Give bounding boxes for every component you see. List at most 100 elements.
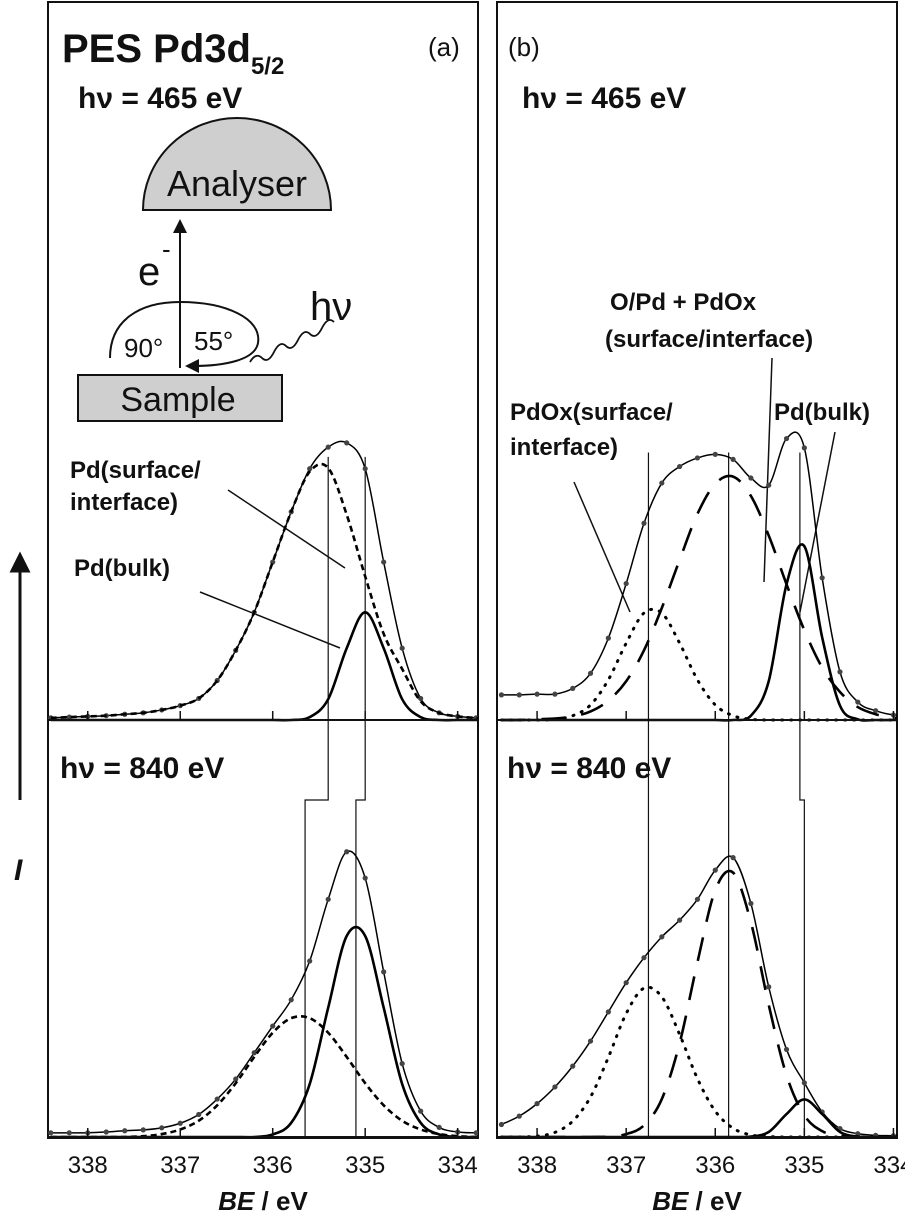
- electron-label: e: [138, 250, 160, 294]
- data-point: [122, 1128, 128, 1134]
- panel-label: (a): [428, 32, 460, 62]
- data-point: [534, 1101, 540, 1107]
- electron-charge: -: [162, 234, 171, 264]
- data-point: [766, 482, 772, 488]
- x-tick-label: 335: [784, 1152, 824, 1179]
- leader-line: [763, 357, 773, 583]
- analyser-shape: [141, 117, 333, 211]
- x-axis-label: BE / eV: [652, 1186, 742, 1216]
- spectrum-curve: [50, 850, 478, 1134]
- analyser-label: Analyser: [167, 163, 307, 204]
- data-point: [855, 699, 861, 705]
- data-point: [587, 670, 594, 676]
- sample-shape: [77, 374, 283, 422]
- data-point: [783, 435, 790, 442]
- data-point: [748, 475, 754, 481]
- data-point: [399, 1061, 405, 1067]
- title-subscript: 5/2: [251, 53, 284, 80]
- x-axis-unit: / eV: [688, 1186, 742, 1216]
- x-tick-label: 336: [695, 1152, 735, 1179]
- data-point: [570, 1063, 576, 1069]
- energy-label: hν = 465 eV: [78, 82, 242, 115]
- peak-line: [355, 720, 366, 1137]
- data-point: [641, 955, 647, 961]
- data-point: [418, 695, 424, 702]
- data-point: [534, 691, 540, 697]
- x-axis-symbol: BE: [218, 1186, 255, 1216]
- annotation: PdOx(surface/: [510, 399, 673, 426]
- data-point: [694, 896, 701, 902]
- data-point: [677, 463, 683, 470]
- leader-line: [573, 481, 631, 613]
- leader-line: [227, 489, 346, 569]
- title-main: PES Pd3d: [62, 27, 251, 71]
- data-point: [381, 969, 387, 975]
- annotation: O/Pd + PdOx: [610, 289, 757, 316]
- spectrum-curve: [501, 543, 897, 722]
- annotation: interface): [70, 489, 178, 516]
- data-point: [837, 669, 843, 675]
- spectrum-curve: [501, 474, 897, 722]
- x-tick-label: 334: [438, 1152, 478, 1179]
- data-point: [498, 1121, 505, 1128]
- data-point: [381, 559, 387, 565]
- leader-line: [799, 431, 836, 613]
- spectrum-curve: [499, 607, 897, 722]
- data-point: [552, 691, 558, 697]
- data-point: [325, 444, 331, 450]
- data-point: [587, 1038, 594, 1044]
- energy-label: hν = 465 eV: [522, 82, 686, 115]
- y-axis-label: I: [14, 854, 23, 887]
- data-point: [196, 1111, 202, 1118]
- data-point: [766, 984, 772, 990]
- data-point: [418, 1108, 424, 1114]
- data-point: [473, 1130, 478, 1136]
- leader-line: [199, 591, 341, 649]
- annotation: Pd(bulk): [74, 555, 170, 582]
- annotation: Pd(bulk): [774, 399, 870, 426]
- spectrum-curve: [50, 610, 478, 722]
- peak-line: [799, 720, 805, 1137]
- data-point: [641, 520, 647, 526]
- data-point: [344, 440, 350, 446]
- spectrum-curve: [499, 985, 897, 1138]
- data-point: [819, 575, 825, 581]
- spectrum-curve: [50, 925, 478, 1138]
- data-point: [801, 1080, 807, 1086]
- angle-arc: [109, 300, 260, 373]
- data-point: [103, 1129, 109, 1135]
- energy-label: hν = 840 eV: [60, 752, 224, 785]
- data-point: [214, 1096, 220, 1102]
- panel-frame: [496, 1, 898, 1139]
- data-point: [362, 466, 368, 472]
- annotation: interface): [510, 434, 618, 461]
- x-axis-unit: / eV: [254, 1186, 308, 1216]
- data-point: [66, 1130, 72, 1136]
- data-point: [48, 1130, 54, 1136]
- x-tick-label: 336: [253, 1152, 293, 1179]
- data-point: [783, 1046, 790, 1053]
- spectrum-curve: [50, 1015, 478, 1138]
- data-point: [605, 1009, 611, 1015]
- data-point: [344, 849, 350, 855]
- data-point: [516, 692, 522, 698]
- data-point: [307, 958, 313, 964]
- x-axis-symbol: BE: [652, 1186, 689, 1216]
- angle-incidence: 55°: [194, 326, 233, 356]
- spectrum-curve: [501, 431, 897, 717]
- data-point: [659, 934, 665, 940]
- data-point: [730, 456, 736, 462]
- data-point: [233, 1076, 239, 1082]
- data-point: [552, 1084, 558, 1090]
- data-point: [748, 900, 754, 907]
- sample-label: Sample: [120, 381, 235, 419]
- data-point: [605, 635, 611, 641]
- data-point: [801, 445, 807, 451]
- plot-area: [48, 440, 478, 1138]
- data-point: [873, 708, 879, 714]
- data-point: [694, 455, 701, 461]
- photon-label: hν: [310, 285, 352, 329]
- data-point: [307, 466, 313, 472]
